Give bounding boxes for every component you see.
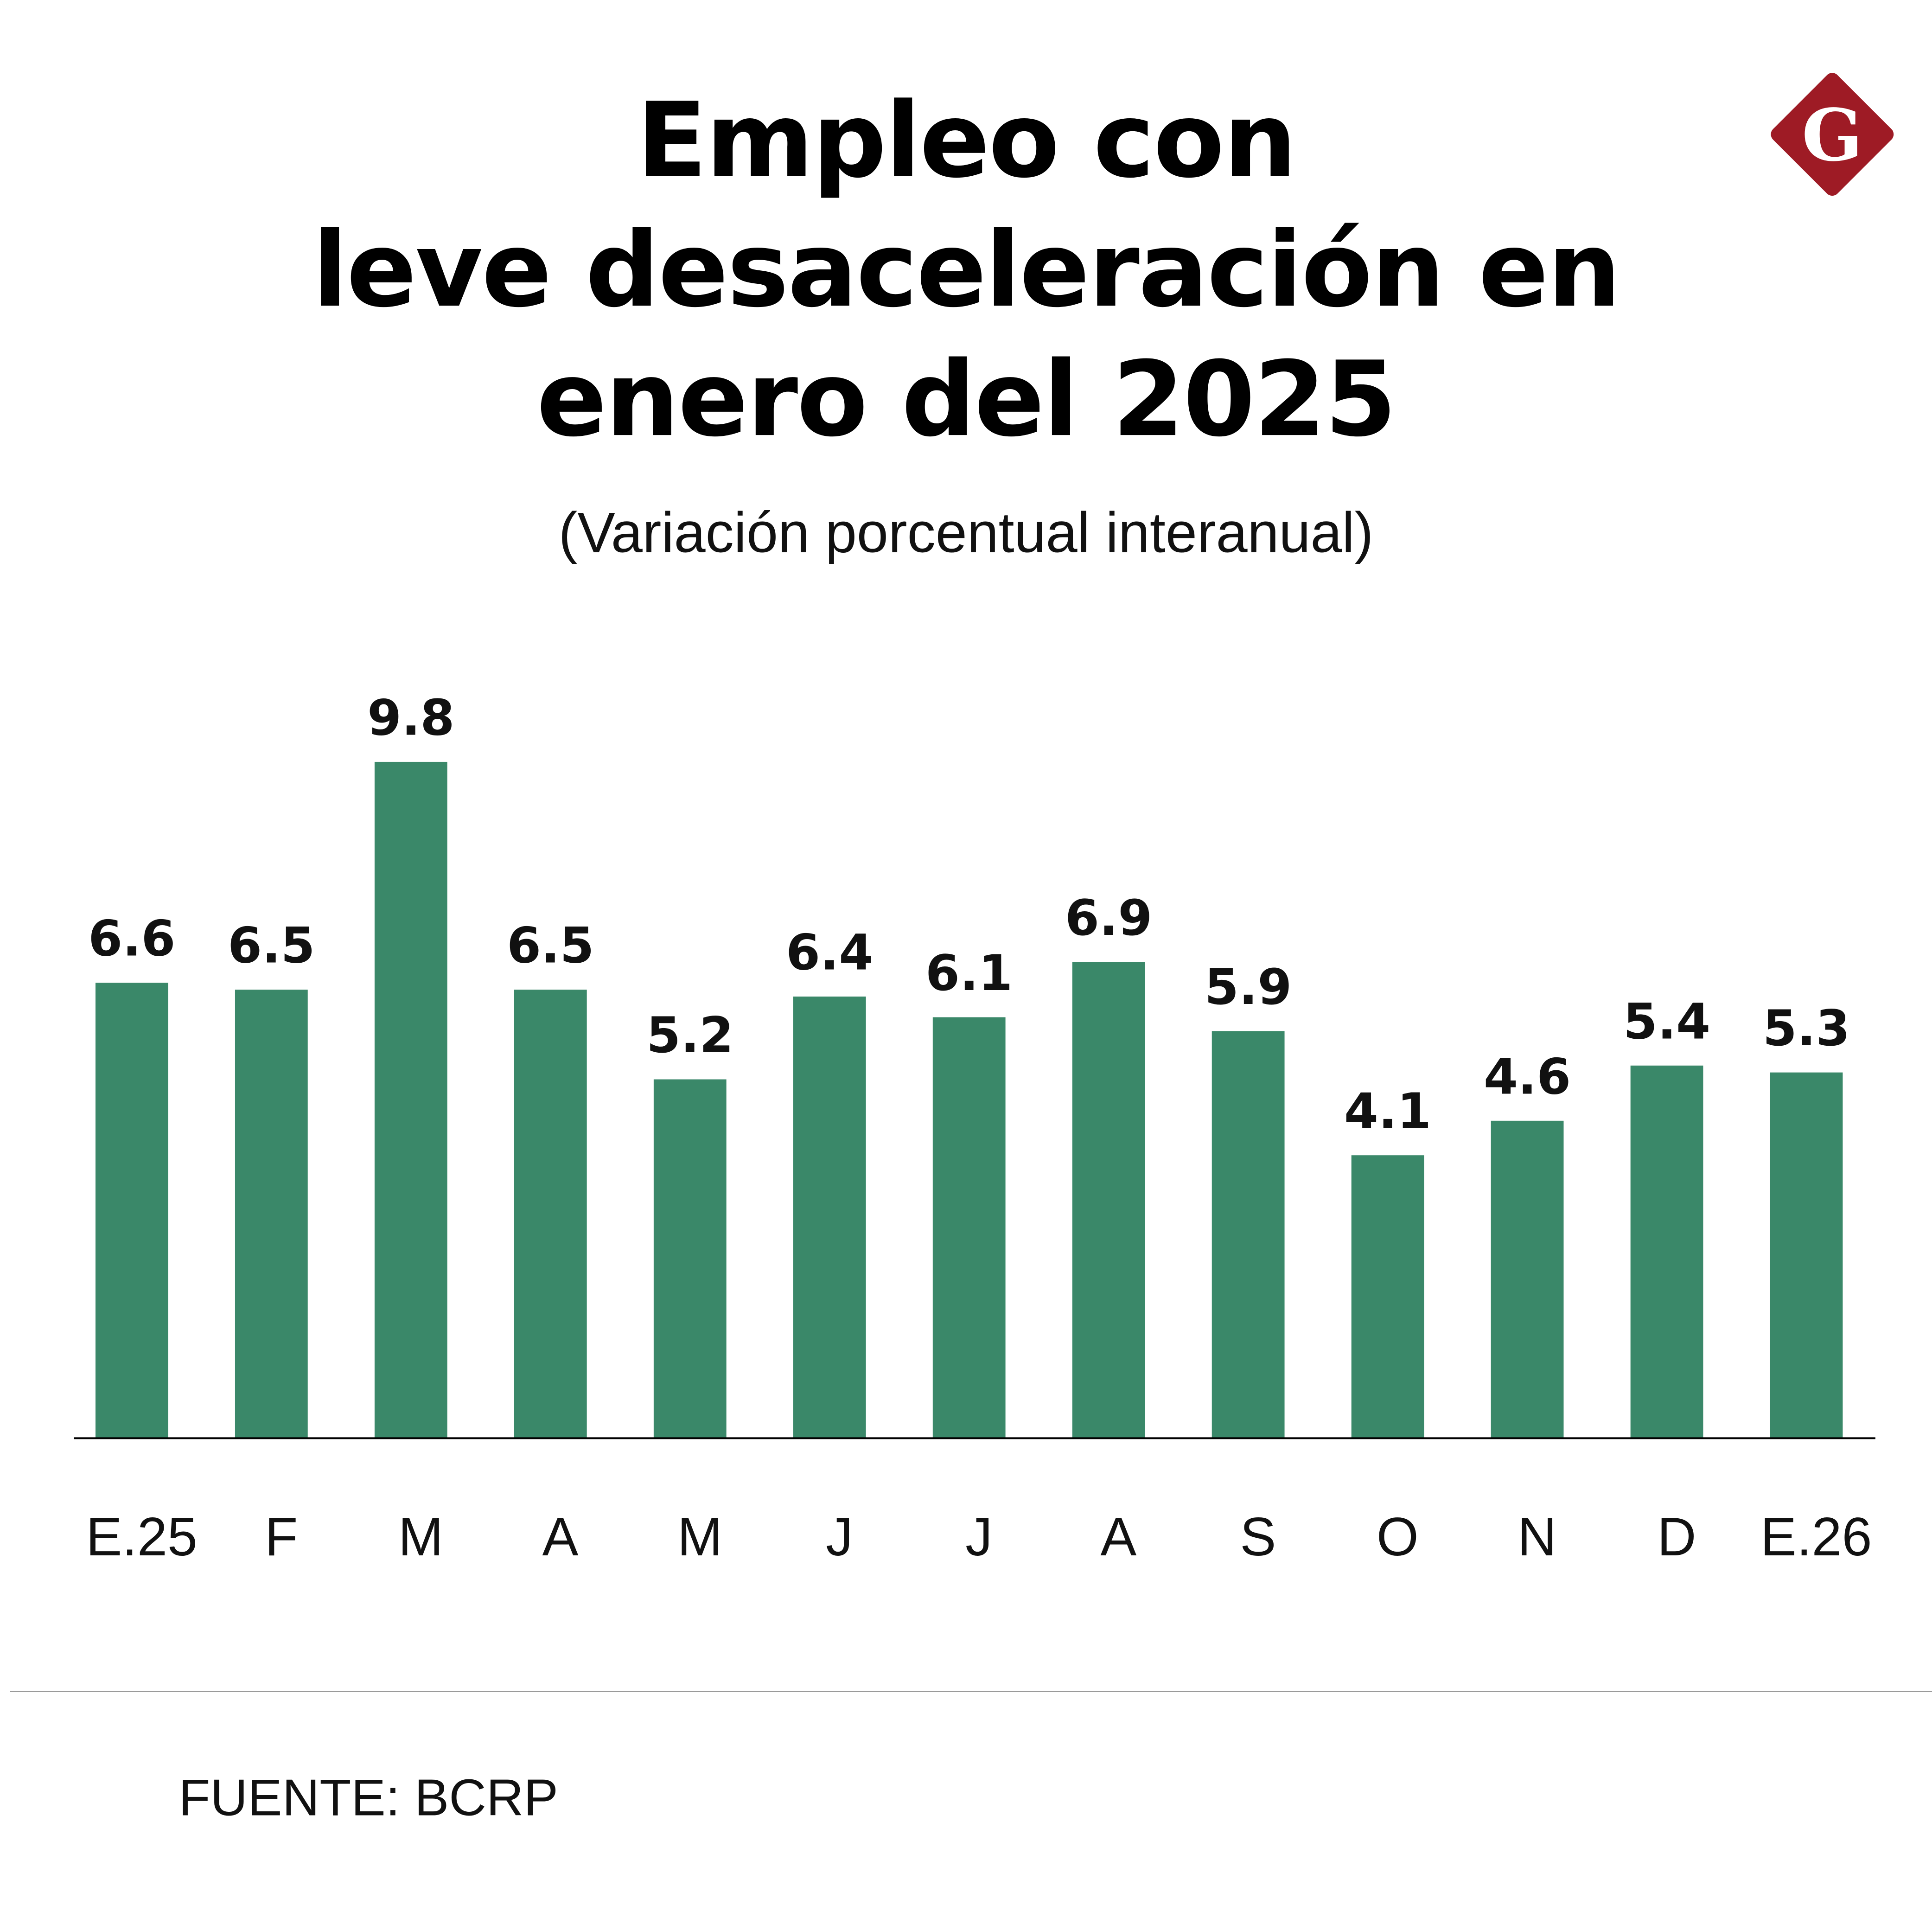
bar (1491, 1120, 1564, 1438)
data-label: 5.9 (1205, 959, 1292, 1016)
bar (374, 761, 447, 1438)
x-tick-label: E.26 (1760, 1506, 1872, 1567)
data-label: 5.4 (1623, 993, 1710, 1050)
x-tick-label: E.25 (86, 1506, 198, 1567)
logo-letter: G (1802, 93, 1863, 177)
bar (1630, 1065, 1703, 1438)
gestion-logo: G (1771, 73, 1894, 196)
data-label: 6.5 (228, 917, 315, 975)
x-tick-label: J (965, 1506, 992, 1567)
data-label: 5.2 (646, 1007, 733, 1064)
footer-divider (10, 1691, 1932, 1692)
bar (1351, 1155, 1424, 1438)
x-tick-label: D (1657, 1506, 1696, 1567)
bar (235, 990, 308, 1438)
bar (95, 983, 168, 1438)
bar (653, 1079, 727, 1438)
x-tick-label: S (1240, 1506, 1276, 1567)
x-tick-label: M (398, 1506, 443, 1567)
chart-title-line-3: enero del 2025 (536, 339, 1396, 460)
x-tick-label: O (1377, 1506, 1419, 1567)
x-tick-label: N (1518, 1506, 1556, 1567)
source-note: FUENTE: BCRP (179, 1768, 558, 1827)
x-tick-label: J (826, 1506, 853, 1567)
chart-subtitle: (Variación porcentual interanual) (558, 500, 1374, 565)
data-label: 4.6 (1484, 1048, 1571, 1106)
bar (514, 990, 587, 1438)
x-tick-label: M (677, 1506, 722, 1567)
x-tick-label: A (542, 1506, 579, 1567)
bar (1072, 962, 1145, 1438)
data-label: 5.3 (1763, 1000, 1850, 1057)
bar (793, 996, 866, 1438)
data-label: 6.1 (925, 945, 1013, 1002)
data-label: 6.5 (507, 917, 594, 975)
x-tick-label: A (1100, 1506, 1136, 1567)
bar (1211, 1031, 1285, 1438)
data-label: 4.1 (1344, 1083, 1431, 1140)
data-label: 9.8 (367, 689, 454, 747)
data-label: 6.9 (1065, 889, 1152, 947)
bar-chart: 6.6 E.25 6.5 F 9.8 M 6.5 A 5.2 M 6.4 J 6.1 J 6.9 A 5.9 S 4… (74, 689, 1875, 1567)
chart-title-line-1: Empleo con (636, 80, 1297, 201)
x-tick-label: F (265, 1506, 298, 1567)
chart-title-line-2: leve desaceleración en (312, 209, 1621, 331)
bar (1770, 1072, 1843, 1438)
data-label: 6.6 (88, 910, 175, 968)
bar (932, 1017, 1006, 1438)
data-label: 6.4 (786, 924, 873, 981)
